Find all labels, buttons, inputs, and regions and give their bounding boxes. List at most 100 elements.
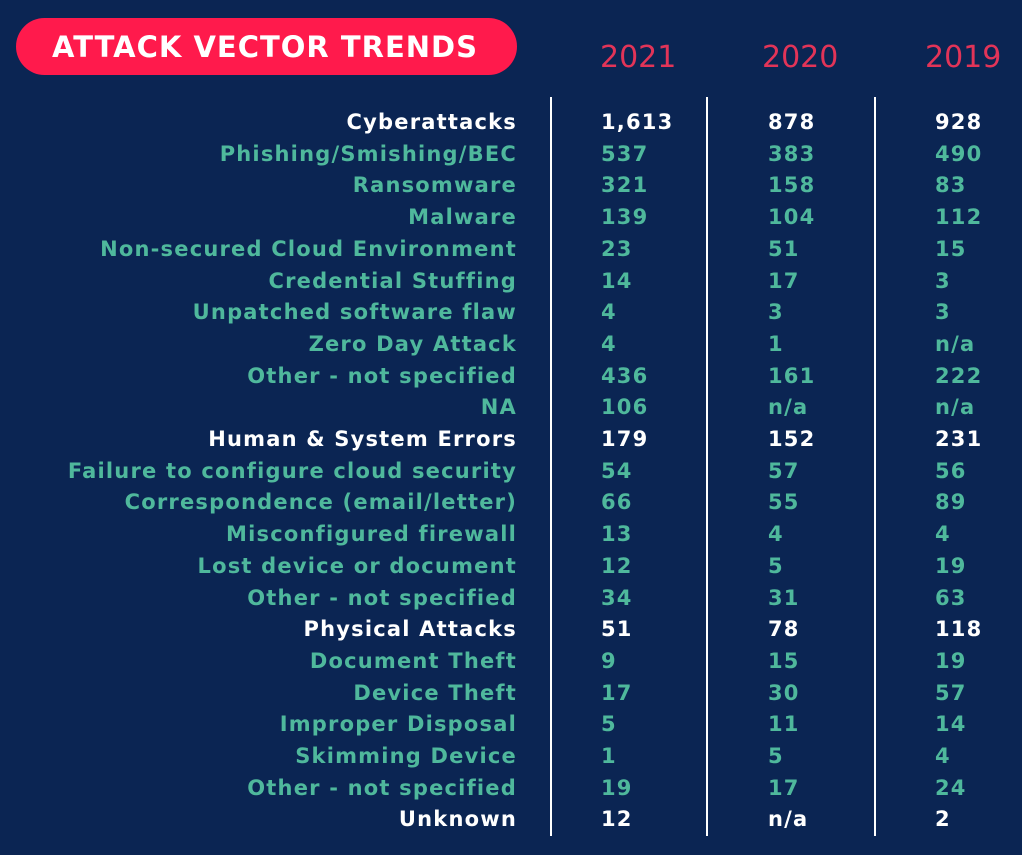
- value-cell-2019: 15: [935, 236, 967, 261]
- table-row: Malware 139 104 112: [0, 205, 1022, 237]
- value-cell-2019: 19: [935, 553, 967, 578]
- value-cell-2021: 23: [601, 236, 633, 261]
- table-row: Credential Stuffing 14 17 3: [0, 269, 1022, 301]
- column-divider: [550, 97, 552, 836]
- value-cell-2020: 5: [768, 553, 784, 578]
- row-label: Other - not specified: [247, 775, 517, 800]
- value-cell-2021: 12: [601, 807, 633, 832]
- value-cell-2021: 19: [601, 775, 633, 800]
- row-label: Device Theft: [353, 680, 517, 705]
- row-label: Misconfigured firewall: [226, 522, 517, 547]
- row-label: Physical Attacks: [303, 617, 517, 642]
- value-cell-2021: 51: [601, 617, 633, 642]
- value-cell-2019: 4: [935, 522, 951, 547]
- row-label: Improper Disposal: [279, 712, 517, 737]
- row-label: Malware: [408, 205, 517, 230]
- value-cell-2021: 436: [601, 363, 649, 388]
- table-row: Failure to configure cloud security 54 57 5…: [0, 459, 1022, 491]
- value-cell-2019: 222: [935, 363, 983, 388]
- table-row: Zero Day Attack 4 1 n/a: [0, 332, 1022, 364]
- row-label: Unknown: [398, 807, 517, 832]
- value-cell-2020: 152: [768, 427, 816, 451]
- value-cell-2019: 24: [935, 775, 967, 800]
- value-cell-2020: 57: [768, 458, 800, 483]
- value-cell-2019: 63: [935, 585, 967, 610]
- value-cell-2019: 89: [935, 490, 967, 515]
- table-row: Non-secured Cloud Environment 23 51 15: [0, 237, 1022, 269]
- value-cell-2019: 112: [935, 205, 983, 230]
- row-label: Document Theft: [309, 648, 517, 673]
- table-row: Other - not specified 19 17 24: [0, 776, 1022, 808]
- value-cell-2019: 19: [935, 648, 967, 673]
- row-label: Skimming Device: [295, 744, 517, 768]
- year-header-2019: 2019: [925, 40, 1002, 75]
- value-cell-2020: 4: [768, 522, 784, 547]
- value-cell-2020: 55: [768, 490, 800, 515]
- year-header-2020: 2020: [762, 40, 839, 75]
- row-label: Other - not specified: [247, 585, 517, 610]
- value-cell-2020: 78: [768, 617, 800, 642]
- table-row: Phishing/Smishing/BEC 537 383 490: [0, 142, 1022, 174]
- value-cell-2019: n/a: [935, 395, 976, 420]
- value-cell-2021: 139: [601, 205, 649, 230]
- row-label: Failure to configure cloud security: [67, 458, 517, 483]
- value-cell-2020: 5: [768, 744, 784, 768]
- value-cell-2019: 14: [935, 712, 967, 737]
- value-cell-2020: 51: [768, 236, 800, 261]
- value-cell-2021: 1: [601, 744, 617, 768]
- table-row: Correspondence (email/letter) 66 55 89: [0, 490, 1022, 522]
- value-cell-2020: 31: [768, 585, 800, 610]
- category-row: Cyberattacks 1,613 878 928: [0, 110, 1022, 142]
- value-cell-2021: 9: [601, 648, 617, 673]
- row-label: Ransomware: [352, 173, 517, 198]
- value-cell-2021: 4: [601, 331, 617, 356]
- value-cell-2020: 383: [768, 141, 816, 166]
- value-cell-2019: 231: [935, 427, 983, 451]
- value-cell-2021: 17: [601, 680, 633, 705]
- value-cell-2020: 1: [768, 331, 784, 356]
- value-cell-2020: 17: [768, 268, 800, 293]
- value-cell-2021: 1,613: [601, 110, 674, 134]
- table-row: Skimming Device 1 5 4: [0, 744, 1022, 776]
- year-header-2021: 2021: [600, 40, 677, 75]
- value-cell-2019: 490: [935, 141, 983, 166]
- row-label: NA: [480, 395, 517, 420]
- value-cell-2021: 34: [601, 585, 633, 610]
- category-row: Human & System Errors 179 152 231: [0, 427, 1022, 459]
- value-cell-2019: 928: [935, 110, 983, 134]
- value-cell-2021: 54: [601, 458, 633, 483]
- value-cell-2021: 5: [601, 712, 617, 737]
- value-cell-2020: 878: [768, 110, 816, 134]
- value-cell-2020: 158: [768, 173, 816, 198]
- value-cell-2020: 104: [768, 205, 816, 230]
- row-label: Unpatched software flaw: [192, 300, 517, 325]
- value-cell-2020: n/a: [768, 807, 809, 832]
- value-cell-2021: 4: [601, 300, 617, 325]
- table-row: NA 106 n/a n/a: [0, 395, 1022, 427]
- column-divider: [874, 97, 876, 836]
- table-row: Unpatched software flaw 4 3 3: [0, 300, 1022, 332]
- row-label: Cyberattacks: [346, 110, 517, 134]
- value-cell-2020: 17: [768, 775, 800, 800]
- value-cell-2019: 57: [935, 680, 967, 705]
- value-cell-2019: 56: [935, 458, 967, 483]
- value-cell-2019: 4: [935, 744, 951, 768]
- value-cell-2019: 2: [935, 807, 951, 832]
- table-row: Lost device or document 12 5 19: [0, 554, 1022, 586]
- value-cell-2021: 13: [601, 522, 633, 547]
- row-label: Lost device or document: [197, 553, 517, 578]
- value-cell-2021: 14: [601, 268, 633, 293]
- category-row: Physical Attacks 51 78 118: [0, 617, 1022, 649]
- category-row: Unknown 12 n/a 2: [0, 807, 1022, 839]
- value-cell-2020: 161: [768, 363, 816, 388]
- row-label: Credential Stuffing: [268, 268, 517, 293]
- row-label: Human & System Errors: [208, 427, 517, 451]
- title-banner: ATTACK VECTOR TRENDS: [16, 18, 517, 75]
- column-divider: [706, 97, 708, 836]
- value-cell-2020: 15: [768, 648, 800, 673]
- value-cell-2020: 11: [768, 712, 800, 737]
- row-label: Zero Day Attack: [308, 331, 517, 356]
- row-label: Non-secured Cloud Environment: [100, 236, 517, 261]
- table-row: Other - not specified 436 161 222: [0, 364, 1022, 396]
- row-label: Other - not specified: [247, 363, 517, 388]
